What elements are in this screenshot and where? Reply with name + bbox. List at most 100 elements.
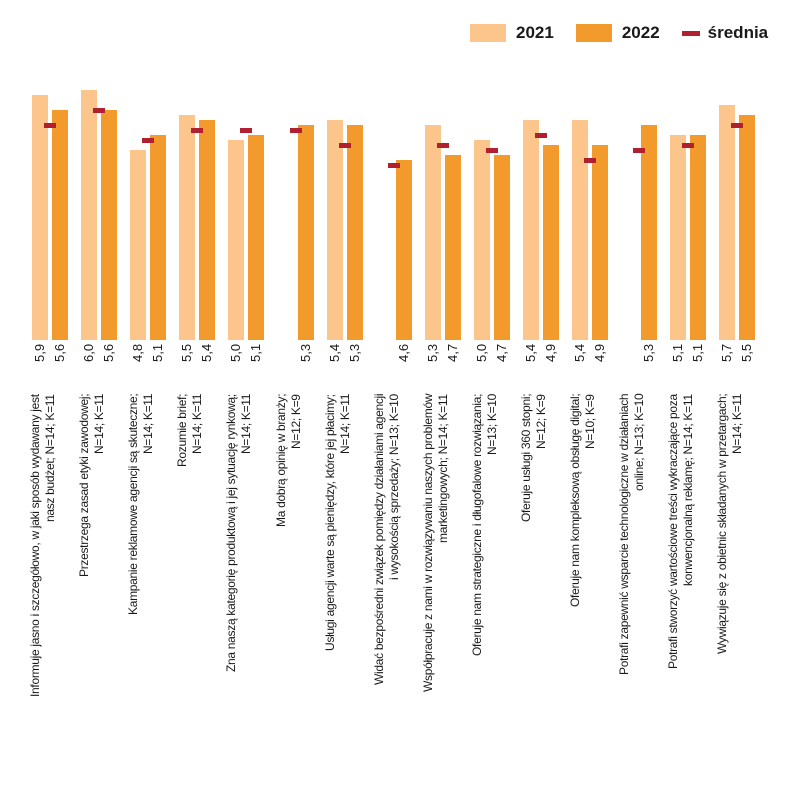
category-label-line: Potrafi zapewnić wsparcie technologiczne… (617, 394, 632, 676)
category-label-line: Oferuje nam strategiczne i długofalowe r… (469, 394, 484, 657)
bar-2021 (326, 120, 343, 340)
data-label-2022: 5,3 (346, 344, 362, 363)
legend-label-srednia: średnia (707, 23, 769, 42)
data-label-2022: 4,7 (493, 344, 509, 363)
bar-2022 (592, 145, 609, 340)
category-label: Zna naszą kategorię produktową i jej syt… (224, 394, 254, 789)
category-label-line: konwencjonalną reklamę; N=14; K=11 (681, 394, 696, 586)
bar-2022 (52, 110, 68, 340)
bar-2022 (739, 115, 756, 340)
category-label-line: Wywiązuje się z obietnic składanych w pr… (715, 394, 730, 655)
data-label-2021: 5,4 (572, 344, 588, 363)
data-label-2022: 5,4 (199, 344, 215, 363)
category-label: Przestrzega zasad etyki zawodowej; N=14; … (77, 394, 107, 789)
marker-srednia (387, 162, 400, 168)
bar-2021 (572, 120, 589, 340)
legend-item-2021: 2021 (470, 23, 554, 43)
category-label-line: N=14; K=11 (337, 394, 352, 455)
category-label-line: N=13; K=10 (484, 394, 499, 456)
data-label-2021: 5,0 (473, 344, 489, 363)
marker-srednia (633, 147, 646, 153)
marker-srednia (44, 122, 56, 128)
data-label-2021: 5,7 (719, 344, 735, 363)
category-label-line: Zna naszą kategorię produktową i jej syt… (224, 394, 239, 672)
category-label-line: i wysokością sprzedaży; N=13; K=10 (386, 394, 401, 580)
data-label-2022: 5,1 (690, 344, 706, 363)
data-label-2022: 5,3 (297, 344, 313, 363)
category-label: Kampanie reklamowe agencji są skuteczne;… (126, 394, 156, 789)
legend-label-2022: 2022 (621, 23, 660, 42)
category-label-line: N=12; K=9 (534, 394, 548, 449)
category-label: Potrafi stworzyć wartościowe treści wykr… (666, 394, 696, 789)
data-label-2021: 4,8 (130, 344, 146, 363)
bar-2022 (395, 160, 412, 340)
data-label-2022: 4,6 (395, 344, 411, 363)
marker-srednia (191, 127, 204, 133)
marker-srednia (584, 157, 597, 163)
data-label-2021: 5,3 (424, 344, 440, 363)
category-label: Rozumie brief; N=14; K=11 (175, 394, 205, 789)
bar-2022 (444, 155, 461, 340)
bar-2021 (719, 105, 736, 340)
category-label: Potrafi zapewnić wsparcie technologiczne… (617, 394, 647, 789)
data-label-2022: 4,9 (592, 344, 608, 363)
data-label-2022: 5,6 (101, 344, 117, 363)
bar-2022 (543, 145, 559, 340)
category-label: Usługi agencji warte są pieniędzy, które… (323, 394, 353, 789)
data-label-2022: 5,6 (52, 344, 67, 363)
category-label: Widać bezpośredni związek pomiędzy dział… (372, 394, 402, 789)
marker-srednia (731, 122, 744, 128)
category-label-line: N=10; K=9 (583, 394, 598, 449)
marker-srednia (485, 147, 498, 153)
category-label: Wywiązuje się z obietnic składanych w pr… (715, 394, 745, 789)
category-label-line: Potrafi stworzyć wartościowe treści wykr… (666, 394, 681, 669)
chart-legend: 2021 2022 średnia (470, 20, 790, 46)
bar-2022 (493, 155, 510, 340)
marker-srednia (93, 107, 106, 113)
bar-2021 (523, 120, 539, 340)
data-label-2021: 5,4 (523, 344, 538, 363)
category-label: Informuje jasno i szczegółowo, w jaki sp… (28, 394, 58, 789)
data-label-2022: 5,1 (248, 344, 264, 363)
bar-2021 (81, 90, 98, 340)
category-label-line: Usługi agencji warte są pieniędzy, które… (322, 394, 337, 651)
marker-srednia (289, 127, 302, 133)
category-label: Współpracuje z nami w rozwiązywaniu nasz… (421, 394, 451, 789)
data-label-2021: 5,5 (179, 344, 195, 363)
category-label-line: Oferuje usługi 360 stopni; (519, 394, 533, 523)
category-label-line: marketingowych; N=14; K=11 (435, 394, 450, 543)
legend-swatch-2021 (470, 24, 506, 42)
marker-srednia (436, 142, 449, 148)
data-label-2021: 5,0 (228, 344, 244, 363)
marker-srednia (682, 142, 695, 148)
bar-2021 (670, 135, 687, 340)
data-label-2021: 6,0 (81, 344, 97, 363)
category-label: Oferuje usługi 360 stopni; N=12; K=9 (519, 394, 549, 789)
category-label-line: Rozumie brief; (175, 394, 190, 468)
category-label-line: Ma dobrą opinię w branży; (273, 394, 288, 528)
marker-srednia (240, 127, 253, 133)
bar-2022 (248, 135, 265, 340)
category-label: Oferuje nam strategiczne i długofalowe r… (470, 394, 500, 789)
category-label-line: N=14; K=11 (190, 394, 205, 455)
legend-swatch-2022 (575, 24, 612, 42)
bar-2021 (130, 150, 147, 340)
data-label-2022: 4,9 (543, 344, 558, 363)
category-label-line: Kampanie reklamowe agencji są skuteczne; (126, 394, 141, 616)
category-label-line: N=14; K=11 (141, 394, 156, 455)
data-label-2022: 5,3 (641, 344, 657, 363)
bar-2022 (150, 135, 167, 340)
data-label-2022: 5,5 (739, 344, 755, 363)
data-label-2021: 5,4 (326, 344, 342, 363)
legend-item-srednia: średnia (681, 23, 769, 43)
bar-2022 (641, 125, 658, 340)
bar-2021 (32, 95, 48, 340)
category-label-line: Oferuje nam kompleksową obsługę digital; (568, 394, 583, 608)
marker-srednia (338, 142, 351, 148)
category-label-line: online; N=13; K=10 (632, 394, 647, 492)
bar-2021 (228, 140, 245, 340)
bar-2021 (424, 125, 441, 340)
bar-2022 (690, 135, 707, 340)
category-label-line: nasz budżet; N=14; K=11 (43, 394, 57, 522)
